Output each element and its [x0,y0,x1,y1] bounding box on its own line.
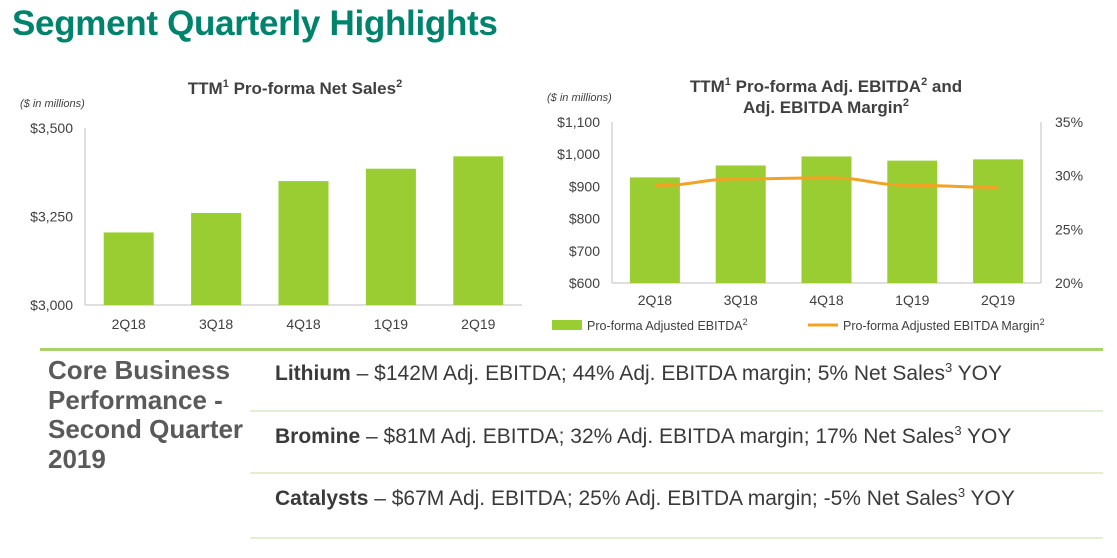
ebitda-chart: TTM1 Pro-forma Adj. EBITDA2 and Adj. EBI… [547,76,1083,333]
ebitda-left-tick: $1,000 [557,146,600,162]
ebitda-chart-title-line1: TTM1 Pro-forma Adj. EBITDA2 and [690,76,962,96]
net-sales-y-tick: $3,250 [30,209,73,225]
ebitda-left-tick: $700 [569,243,600,259]
lithium-row: Lithium – $142M Adj. EBITDA; 44% Adj. EB… [275,360,1002,386]
ebitda-bar [801,156,852,283]
segment-name: Lithium [275,362,351,385]
ebitda-margin-line [654,176,999,189]
net-sales-bar [278,181,329,305]
footnote-ref: 3 [954,423,962,438]
segment-metrics: – $81M Adj. EBITDA; 32% Adj. EBITDA marg… [360,425,955,448]
net-sales-x-tick: 4Q18 [286,316,320,332]
ebitda-x-tick: 4Q18 [809,292,843,308]
ebitda-bar [715,165,766,283]
row-divider [250,537,1103,539]
net-sales-bar [103,232,154,305]
footnote-ref: 3 [944,360,953,375]
net-sales-x-tick: 3Q18 [199,316,233,332]
bromine-row: Bromine – $81M Adj. EBITDA; 32% Adj. EBI… [275,423,1011,449]
net-sales-y-tick: $3,500 [30,120,73,136]
net-sales-x-tick: 2Q18 [112,316,146,332]
page-title: Segment Quarterly Highlights [12,4,498,43]
ebitda-legend: Pro-forma Adjusted EBITDA2 Pro-forma Adj… [552,317,1045,333]
segment-name: Bromine [275,425,361,448]
ebitda-left-tick: $800 [569,211,600,227]
ebitda-right-tick: 35% [1055,114,1083,130]
ebitda-left-tick: $600 [569,275,600,291]
ebitda-right-tick: 25% [1055,221,1083,237]
ebitda-right-tick: 30% [1055,168,1083,184]
ebitda-left-tick: $900 [569,178,600,194]
net-sales-chart: TTM1 Pro-forma Net Sales2 ($ in millions… [20,78,522,332]
net-sales-unit-note: ($ in millions) [20,98,85,110]
ebitda-right-tick: 20% [1055,275,1083,291]
row-divider [250,472,1103,474]
net-sales-bar [453,156,504,305]
ebitda-x-tick: 3Q18 [724,292,758,308]
footnote-ref: 3 [957,485,966,500]
legend-bar-label: Pro-forma Adjusted EBITDA2 [587,317,748,333]
section-divider [40,348,1103,351]
segment-name: Catalysts [275,487,369,510]
net-sales-x-tick: 2Q19 [461,316,495,332]
segment-metrics: – $67M Adj. EBITDA; 25% Adj. EBITDA marg… [368,487,958,510]
segment-metrics: – $142M Adj. EBITDA; 44% Adj. EBITDA mar… [350,362,945,385]
net-sales-chart-title: TTM1 Pro-forma Net Sales2 [188,78,402,98]
segment-suffix: YOY [961,425,1012,448]
ebitda-chart-title-line2: Adj. EBITDA Margin2 [743,97,909,117]
net-sales-bar [191,212,242,305]
ebitda-bar [973,159,1024,283]
net-sales-x-tick: 1Q19 [374,316,408,332]
segment-suffix: YOY [965,487,1015,510]
catalysts-row: Catalysts – $67M Adj. EBITDA; 25% Adj. E… [275,485,1015,511]
legend-bar-swatch [552,320,582,330]
legend-line-label: Pro-forma Adjusted EBITDA Margin2 [843,317,1045,333]
ebitda-unit-note: ($ in millions) [547,92,612,104]
ebitda-x-tick: 2Q19 [981,292,1015,308]
segment-suffix: YOY [952,362,1002,385]
ebitda-bar [887,160,938,283]
net-sales-y-tick: $3,000 [30,297,73,313]
ebitda-left-tick: $1,100 [557,114,600,130]
row-divider [250,410,1103,412]
ebitda-x-tick: 1Q19 [895,292,929,308]
net-sales-bar [365,168,416,305]
ebitda-x-tick: 2Q18 [638,292,672,308]
charts-canvas: TTM1 Pro-forma Net Sales2 ($ in millions… [20,76,1083,333]
ebitda-bar [629,177,680,283]
core-performance-label: Core Business Performance - Second Quart… [48,355,244,474]
